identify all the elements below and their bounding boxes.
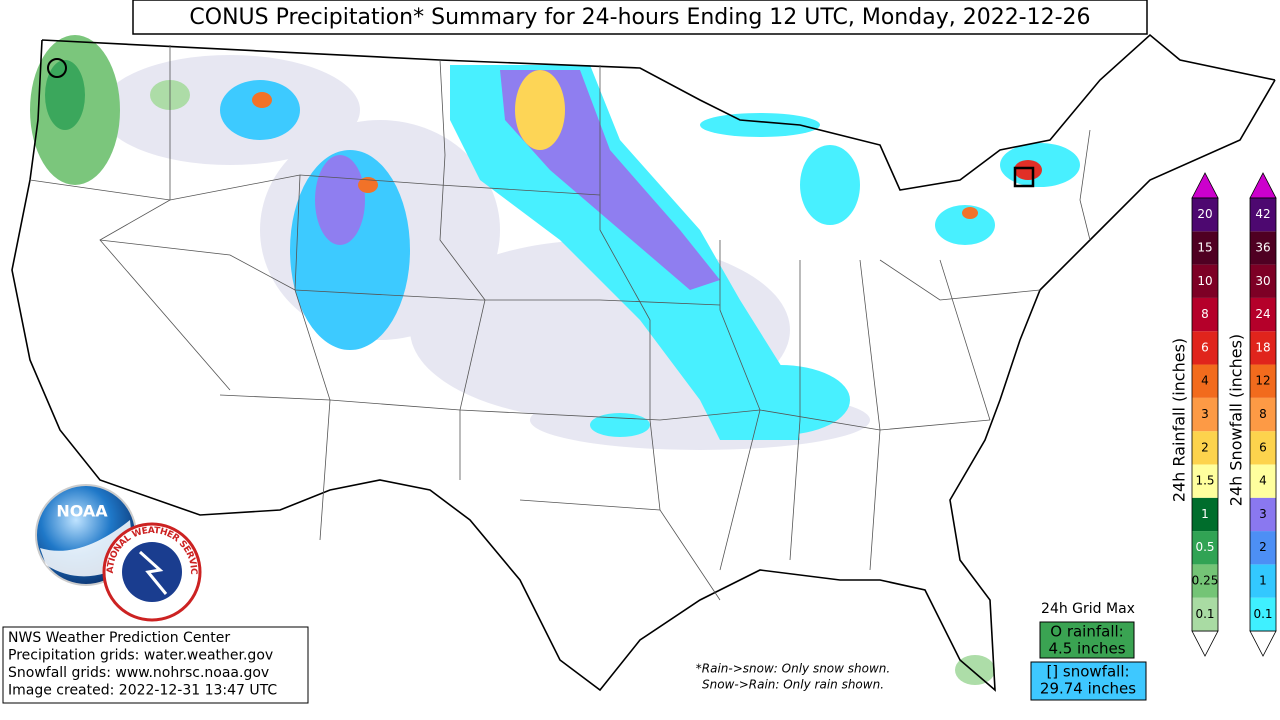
colorbar-label: 4 bbox=[1201, 374, 1209, 388]
snow-max-text: 29.74 inches bbox=[1040, 680, 1136, 698]
colorbar-cell bbox=[1250, 331, 1276, 365]
colorbar-label: 8 bbox=[1259, 407, 1267, 421]
colorbar-label: 4 bbox=[1259, 474, 1267, 488]
colorbar-cell bbox=[1250, 597, 1276, 631]
colorbar-cell bbox=[1192, 464, 1218, 498]
colorbar-label: 10 bbox=[1197, 274, 1212, 288]
info-line: Image created: 2022-12-31 13:47 UTC bbox=[8, 683, 277, 699]
colorbar-label: 2 bbox=[1259, 540, 1267, 554]
national-border bbox=[11, 33, 1276, 692]
colorbar-title: 24h Snowfall (inches) bbox=[1227, 334, 1246, 506]
rain-max-text: O rainfall: bbox=[1050, 623, 1123, 641]
grid-max-values: O rainfall:4.5 inches [] snowfall:29.74 i… bbox=[1040, 623, 1136, 698]
colorbar-cell bbox=[1192, 198, 1218, 232]
info-line: Precipitation grids: water.weather.gov bbox=[8, 648, 273, 664]
colorbar-label: 30 bbox=[1255, 274, 1270, 288]
colorbar-label: 0.25 bbox=[1192, 574, 1219, 588]
rainfall-max-marker bbox=[47, 58, 67, 78]
colorbar-cell bbox=[1192, 364, 1218, 398]
title: CONUS Precipitation* Summary for 24-hour… bbox=[189, 5, 1090, 30]
colorbar-cell bbox=[1192, 331, 1218, 365]
note: *Rain->snow: Only snow shown. Snow->Rain:… bbox=[696, 662, 890, 692]
colorbar-label: 6 bbox=[1259, 440, 1267, 454]
colorbar-cell bbox=[1250, 497, 1276, 532]
colorbar-label: 0.5 bbox=[1195, 540, 1214, 554]
info-lines: NWS Weather Prediction Center Precipitati… bbox=[8, 630, 277, 699]
colorbar-label: 8 bbox=[1201, 307, 1209, 321]
colorbar-cell bbox=[1192, 564, 1218, 598]
info-box bbox=[2, 626, 309, 704]
note-line: *Rain->snow: Only snow shown. bbox=[696, 662, 890, 676]
rain-max-text: 4.5 inches bbox=[1048, 640, 1125, 658]
colorbar-label: 18 bbox=[1255, 340, 1270, 354]
colorbar-frame bbox=[1191, 197, 1219, 632]
colorbar-cell bbox=[1250, 431, 1276, 465]
colorbar-cell bbox=[1250, 564, 1276, 598]
snowfall-max-marker bbox=[1013, 166, 1035, 188]
colorbar-cell bbox=[1250, 531, 1276, 565]
info-line: NWS Weather Prediction Center bbox=[8, 630, 230, 646]
colorbar-cell bbox=[1250, 231, 1276, 265]
colorbar-title: 24h Rainfall (inches) bbox=[1170, 338, 1189, 502]
colorbar-label: 15 bbox=[1197, 240, 1212, 254]
colorbar-label: 36 bbox=[1255, 240, 1270, 254]
noaa-text: NOAA bbox=[56, 502, 108, 521]
colorbar-frame bbox=[1249, 197, 1277, 632]
colorbar-cell bbox=[1192, 531, 1218, 565]
snow-max-text: [] snowfall: bbox=[1046, 663, 1129, 681]
colorbar-label: 1.5 bbox=[1195, 474, 1214, 488]
precip-shading bbox=[30, 35, 1080, 685]
colorbars: 0.1 0.25 0.5 1 1.5 2 3 4 6 8 10 15 20 24h Rainfall (i… bbox=[1170, 172, 1277, 657]
colorbar-label: 3 bbox=[1201, 407, 1209, 421]
colorbar-label: 6 bbox=[1201, 340, 1209, 354]
colorbar-label: 0.1 bbox=[1195, 607, 1214, 621]
colorbar-label: 3 bbox=[1259, 507, 1267, 521]
colorbar-label: 0.1 bbox=[1253, 607, 1272, 621]
colorbar-label: 2 bbox=[1201, 440, 1209, 454]
colorbar-cell bbox=[1250, 198, 1276, 232]
colorbar-cell bbox=[1192, 297, 1218, 332]
rain-max-box bbox=[1039, 621, 1135, 659]
colorbar-cell bbox=[1250, 297, 1276, 332]
colorbar-cell bbox=[1250, 464, 1276, 498]
state-lines bbox=[29, 45, 1091, 601]
grid-max-title: 24h Grid Max bbox=[1041, 601, 1135, 617]
note-line: Snow->Rain: Only rain shown. bbox=[702, 678, 884, 692]
colorbar-label: 1 bbox=[1259, 574, 1267, 588]
colorbar-cell bbox=[1250, 364, 1276, 398]
colorbar-cell bbox=[1250, 264, 1276, 298]
colorbar-cell bbox=[1192, 231, 1218, 265]
snow-max-box bbox=[1030, 661, 1147, 701]
colorbar-cell bbox=[1192, 431, 1218, 465]
info-line: Snowfall grids: www.nohrsc.noaa.gov bbox=[8, 665, 269, 681]
title-box bbox=[132, 0, 1148, 35]
colorbar-cell bbox=[1192, 497, 1218, 532]
colorbar-label: 12 bbox=[1255, 374, 1270, 388]
colorbar-cell bbox=[1250, 397, 1276, 432]
colorbar-label: 42 bbox=[1255, 207, 1270, 221]
colorbar-cell bbox=[1192, 597, 1218, 631]
colorbar-cell bbox=[1192, 264, 1218, 298]
colorbar-label: 1 bbox=[1201, 507, 1209, 521]
colorbar-cell bbox=[1192, 397, 1218, 432]
colorbar-label: 24 bbox=[1255, 307, 1270, 321]
colorbar-label: 20 bbox=[1197, 207, 1212, 221]
